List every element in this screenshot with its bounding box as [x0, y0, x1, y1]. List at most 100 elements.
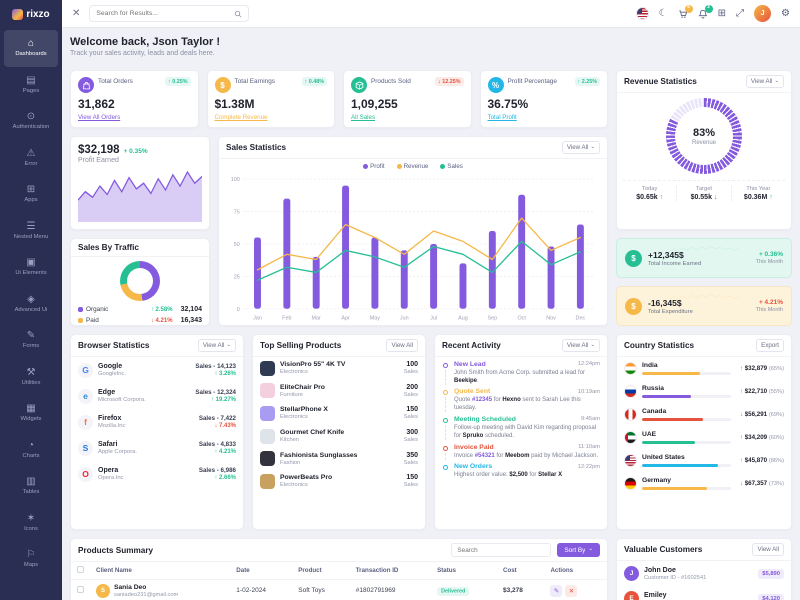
sidebar-item-widgets[interactable]: ▦ Widgets [4, 395, 58, 432]
country-row[interactable]: India ↑ $32,879 (65%) [617, 357, 791, 380]
trend-badge: ↑ 0.25% [165, 77, 191, 86]
table-column-header[interactable]: Actions [544, 562, 607, 580]
product-row[interactable]: PowerBeats Pro Electronics 150 Sales [253, 470, 425, 493]
language-flag-icon[interactable] [635, 7, 649, 20]
kpi-link[interactable]: Total Profit [487, 114, 517, 121]
view-all-button[interactable]: View All [752, 543, 784, 556]
uae-flag-icon [624, 431, 637, 444]
income-period: This Month [755, 259, 783, 265]
sidebar-item-utilities[interactable]: ⚒ Utilities [4, 359, 58, 396]
kpi-link[interactable]: All Sales [351, 114, 376, 121]
product-row[interactable]: VisionPro 55" 4K TV Electronics 100 Sale… [253, 357, 425, 380]
profit-icon: % [487, 77, 504, 93]
close-icon[interactable]: ✕ [72, 8, 81, 19]
table-search-input[interactable] [451, 543, 552, 557]
notifications-bell-icon[interactable]: 2 [698, 4, 713, 19]
table-column-header[interactable]: Date [230, 562, 293, 580]
product-row[interactable]: Gourmet Chef Knife Kitchen 300 Sales [253, 425, 425, 448]
browser-sales: Sales - 14,123 [195, 363, 236, 370]
sidebar-item-ui-elements[interactable]: ▣ Ui Elements [4, 249, 58, 286]
utilities-icon: ⚒ [26, 366, 36, 378]
sidebar-item-label: Advanced Ui [14, 306, 48, 313]
export-label: Export [761, 342, 779, 349]
country-row[interactable]: UAE ↑ $34,209 (60%) [617, 426, 791, 449]
products-summary-card: Products Summary Sort By ⌄ Client NameDa… [70, 538, 608, 600]
browser-row[interactable]: S Safari Apple Corpora. Sales - 4,833 ↑ … [71, 435, 243, 461]
country-row[interactable]: Russia ↑ $22,710 (55%) [617, 380, 791, 403]
traffic-source: Organic [86, 306, 109, 313]
browser-row[interactable]: O Opera Opera.Inc Sales - 6,986 ↑ 2.66% [71, 461, 243, 487]
error-icon: ⚠ [26, 147, 36, 159]
fullscreen-icon[interactable]: ⤢ [736, 7, 745, 19]
client-name: Sania Deo [114, 583, 147, 591]
sidebar-item-icons[interactable]: ✶ Icons [4, 505, 58, 542]
country-value: ↓ $56,291 (69%) [739, 411, 784, 418]
table-column-header[interactable]: Product [292, 562, 350, 580]
delete-icon[interactable]: ✕ [565, 584, 578, 597]
browser-row[interactable]: f Firefox Mozilla.Inc Sales - 7,422 ↓ 7.… [71, 409, 243, 435]
product-row[interactable]: Fashionista Sunglasses Fashion 350 Sales [253, 447, 425, 470]
activity-item[interactable]: New Orders 12:22pm Highest order value: … [435, 460, 607, 480]
browser-company: Opera.Inc [98, 475, 124, 481]
table-row[interactable]: S Sania Deo saniadeo231@gmail.com 1-02-2… [71, 579, 607, 600]
export-button[interactable]: Export [756, 339, 784, 352]
table-column-header[interactable]: Client Name [90, 562, 231, 580]
sidebar-item-tables[interactable]: ▥ Tables [4, 468, 58, 505]
dark-mode-icon[interactable]: ☾ [658, 7, 668, 19]
settings-gear-icon[interactable]: ⚙ [781, 7, 790, 19]
sidebar-item-advanced-ui[interactable]: ◈ Advanced Ui [4, 286, 58, 323]
product-row[interactable]: EliteChair Pro Furniture 200 Sales [253, 380, 425, 403]
welcome-block: Welcome back, Json Taylor ! Track your s… [70, 36, 608, 62]
activity-item[interactable]: Invoice Paid 11:10am Invoice #54321 for … [435, 440, 607, 460]
kpi-link[interactable]: Complete Revenue [214, 114, 268, 121]
cart-icon[interactable]: 5 [678, 4, 693, 19]
view-all-button[interactable]: View All ⌄ [561, 141, 600, 154]
browser-row[interactable]: G Google GoogleInc. Sales - 14,123 ↑ 3.2… [71, 357, 243, 383]
country-row[interactable]: Canada ↓ $56,291 (69%) [617, 403, 791, 426]
user-avatar[interactable]: J [754, 5, 772, 22]
orders-icon [78, 77, 94, 93]
sidebar-item-authentication[interactable]: ⊙ Authentication [4, 103, 58, 140]
table-column-header[interactable]: Transaction ID [349, 562, 432, 580]
activity-time: 12:24pm [577, 361, 600, 367]
wallet-icon: $ [625, 297, 642, 315]
country-row[interactable]: Germany ↓ $67,357 (73%) [617, 472, 791, 495]
edit-icon[interactable]: ✎ [550, 584, 563, 597]
browser-sales: Sales - 7,422 [198, 415, 236, 422]
table-column-header[interactable]: Cost [496, 562, 545, 580]
sort-by-button[interactable]: Sort By ⌄ [557, 543, 600, 557]
browser-name: Edge [98, 389, 116, 396]
products-table: Client Name Date Product Transaction ID Stat… [71, 562, 607, 600]
sidebar-item-forms[interactable]: ✎ Forms [4, 322, 58, 359]
activity-item[interactable]: New Lead 12:24pm John Smith from Acme Co… [435, 357, 607, 385]
view-all-button[interactable]: View All ⌄ [745, 75, 784, 88]
sidebar-item-charts[interactable]: ◔ Charts [4, 432, 58, 469]
order-cost: $3,278 [496, 579, 545, 600]
sidebar-item-pages[interactable]: ▤ Pages [4, 67, 58, 104]
table-column-header[interactable]: Status [431, 562, 497, 580]
browser-row[interactable]: e Edge Microsoft Corpora. Sales - 12,324… [71, 383, 243, 409]
card-title: Revenue Statistics [624, 77, 697, 86]
search-icon[interactable] [234, 10, 242, 18]
app-logo[interactable]: rixzo [0, 0, 62, 28]
country-row[interactable]: United States ↑ $45,870 (86%) [617, 449, 791, 472]
row-checkbox[interactable] [77, 586, 84, 593]
activity-item[interactable]: Quote Sent 10:19am Quote #12345 for Hexn… [435, 385, 607, 413]
customer-row[interactable]: J John Doe Customer ID - #1602541 $5,890 [617, 561, 791, 586]
search-input[interactable] [96, 10, 231, 17]
sidebar-item-maps[interactable]: ⚐ Maps [4, 541, 58, 578]
sidebar-item-apps[interactable]: ⊞ Apps [4, 176, 58, 213]
select-all-checkbox[interactable] [77, 566, 84, 573]
sidebar-item-dashboards[interactable]: ⌂ Dashboards [4, 30, 58, 67]
firefox-icon: f [78, 414, 93, 430]
kpi-link[interactable]: View All Orders [78, 114, 121, 121]
view-all-button[interactable]: View All [386, 339, 418, 352]
view-all-button[interactable]: View All ⌄ [561, 339, 600, 352]
activity-item[interactable]: Meeting Scheduled 9:45am Follow-up meeti… [435, 412, 607, 441]
view-all-button[interactable]: View All ⌄ [197, 339, 236, 352]
sidebar-item-nested-menu[interactable]: ☰ Nested Menu [4, 213, 58, 250]
sidebar-item-error[interactable]: ⚠ Error [4, 140, 58, 177]
customer-row[interactable]: E Emiley Customer ID - #1602542 $4,120 [617, 586, 791, 600]
product-row[interactable]: StellarPhone X Electronics 150 Sales [253, 402, 425, 425]
apps-grid-icon[interactable]: ⊞ [717, 7, 727, 19]
